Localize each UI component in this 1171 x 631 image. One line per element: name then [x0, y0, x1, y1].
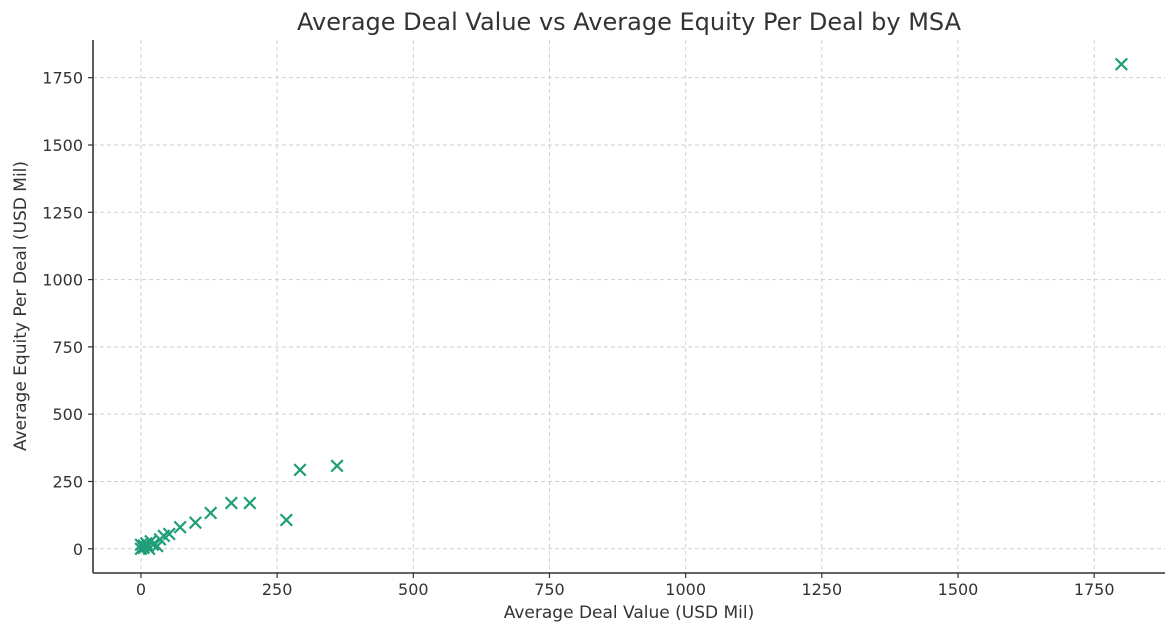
data-point	[330, 459, 344, 473]
axes	[92, 40, 1165, 574]
x-tick-label: 750	[534, 580, 565, 599]
y-tick-label: 1500	[42, 136, 83, 155]
y-tick-label: 1250	[42, 203, 83, 222]
data-point	[188, 516, 202, 530]
y-tick-label: 750	[52, 338, 83, 357]
y-ticks: 0 250 500 750 1000 1250 1500 1750	[42, 69, 93, 559]
data-point	[150, 539, 164, 553]
data-point	[279, 513, 293, 527]
data-point	[204, 506, 218, 520]
data-point	[173, 520, 187, 534]
chart-title: Average Deal Value vs Average Equity Per…	[297, 8, 962, 36]
y-tick-label: 1750	[42, 69, 83, 88]
data-point	[293, 463, 307, 477]
x-ticks: 0 250 500 750 1000 1250 1500 1750	[136, 573, 1115, 599]
x-tick-label: 250	[262, 580, 293, 599]
y-tick-label: 500	[52, 405, 83, 424]
data-point	[224, 496, 238, 510]
data-point	[243, 496, 257, 510]
data-point	[1114, 57, 1128, 71]
y-tick-label: 250	[52, 472, 83, 491]
y-tick-label: 1000	[42, 271, 83, 290]
x-tick-label: 1750	[1074, 580, 1115, 599]
x-axis-label: Average Deal Value (USD Mil)	[504, 603, 755, 623]
x-tick-label: 1250	[801, 580, 842, 599]
x-tick-label: 1000	[665, 580, 706, 599]
x-tick-label: 1500	[938, 580, 979, 599]
data-point	[162, 527, 176, 541]
y-tick-label: 0	[73, 540, 83, 559]
y-axis-label: Average Equity Per Deal (USD Mil)	[11, 161, 31, 451]
x-tick-label: 0	[136, 580, 146, 599]
data-points	[134, 57, 1128, 556]
grid	[93, 40, 1165, 573]
x-tick-label: 500	[398, 580, 429, 599]
